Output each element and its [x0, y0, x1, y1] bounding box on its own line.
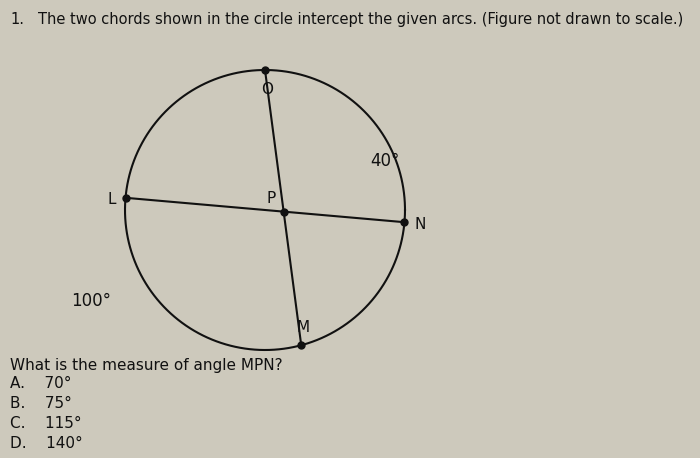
Text: C.    115°: C. 115°	[10, 416, 82, 431]
Text: N: N	[414, 217, 426, 232]
Text: M: M	[297, 320, 310, 335]
Text: 100°: 100°	[71, 292, 111, 310]
Text: L: L	[107, 192, 116, 207]
Text: 1.: 1.	[10, 12, 24, 27]
Text: O: O	[261, 82, 273, 97]
Text: P: P	[267, 191, 276, 206]
Text: What is the measure of angle MPN?: What is the measure of angle MPN?	[10, 358, 283, 373]
Text: A.    70°: A. 70°	[10, 376, 71, 391]
Text: 40°: 40°	[370, 152, 400, 170]
Text: The two chords shown in the circle intercept the given arcs. (Figure not drawn t: The two chords shown in the circle inter…	[38, 12, 683, 27]
Text: D.    140°: D. 140°	[10, 436, 83, 451]
Text: B.    75°: B. 75°	[10, 396, 72, 411]
